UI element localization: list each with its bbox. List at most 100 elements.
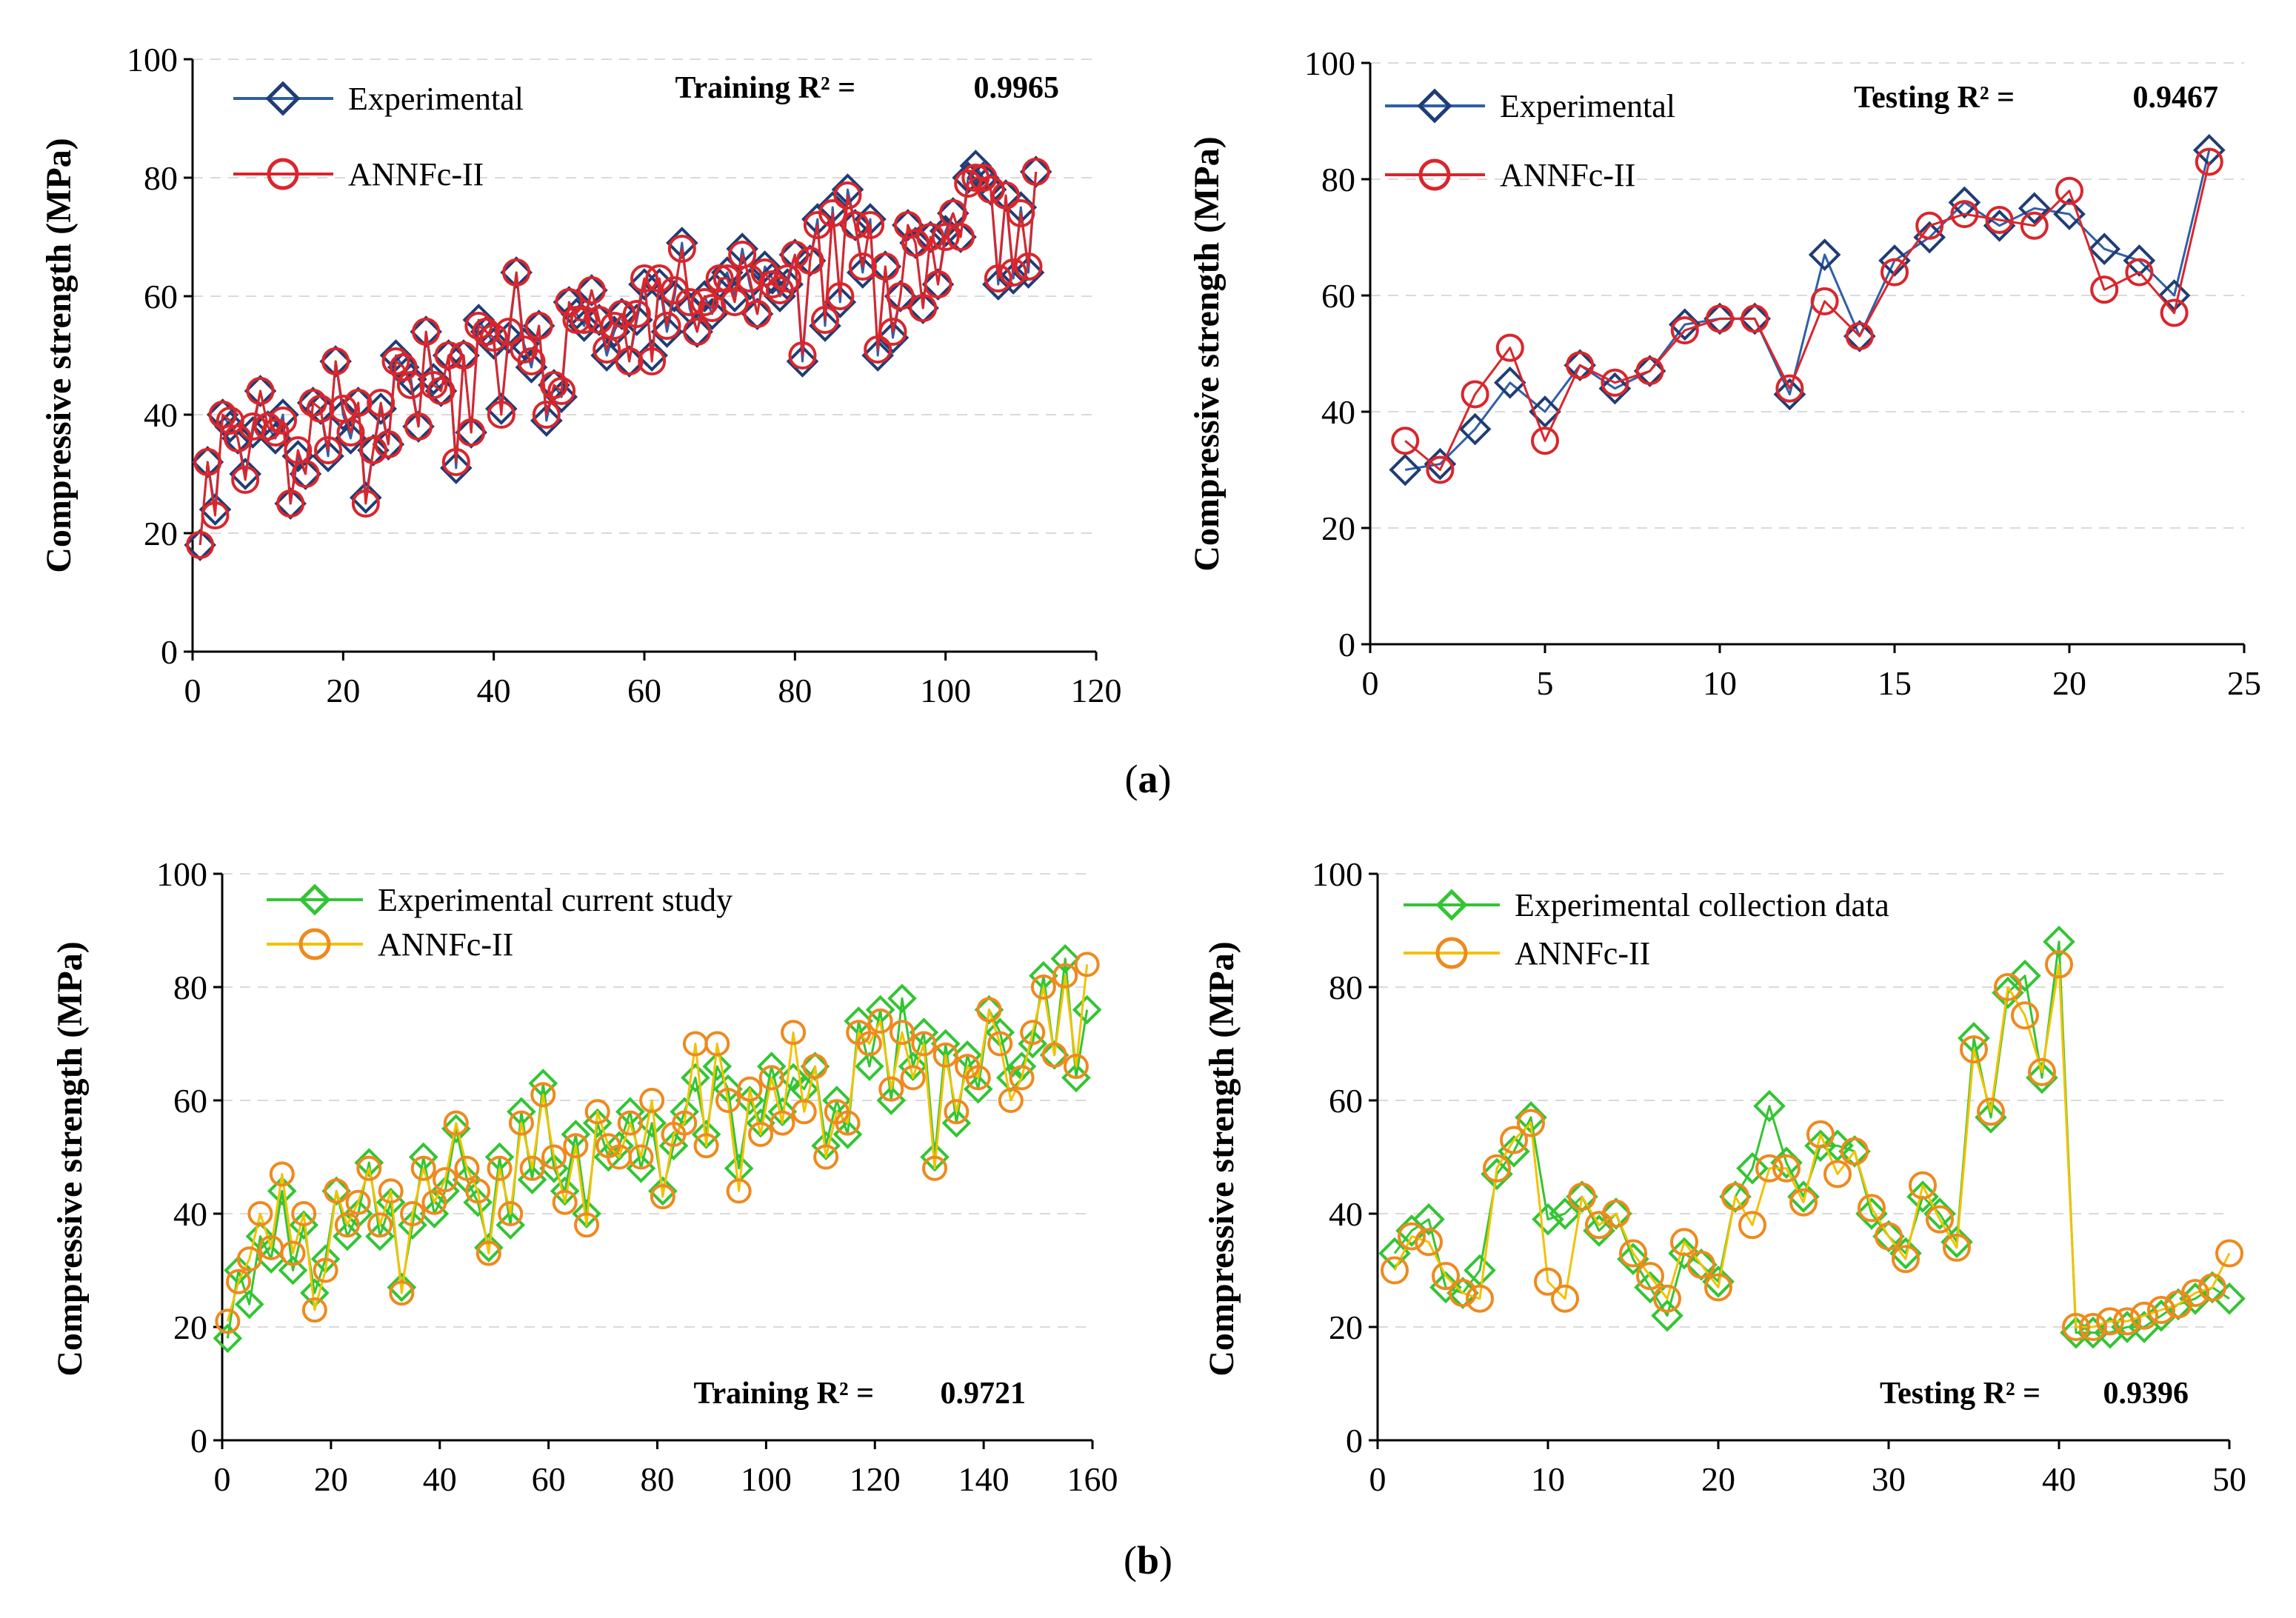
r2-label: Testing R² = (1854, 81, 2015, 115)
data-point-circle (992, 181, 1020, 210)
data-point-diamond (1736, 1151, 1769, 1185)
x-tick-label: 20 (314, 1460, 348, 1498)
data-point-circle (1636, 1262, 1664, 1291)
data-point-circle (345, 1189, 371, 1215)
data-point-circle (856, 1031, 882, 1057)
legend-circle-icon (267, 158, 299, 190)
data-point-circle (584, 1099, 610, 1125)
data-point-circle (650, 1184, 675, 1210)
data-point-circle (519, 1155, 545, 1181)
data-point-circle (848, 253, 877, 281)
data-point-circle (1915, 211, 1944, 240)
y-tick-label: 0 (190, 1422, 207, 1460)
x-tick-label: 0 (214, 1460, 231, 1498)
data-point-diamond (855, 1052, 884, 1081)
data-point-circle (811, 306, 839, 334)
data-point-circle (563, 1133, 589, 1159)
data-point-circle (1063, 1054, 1089, 1080)
y-axis-label: Compressive strength (MPa) (39, 138, 79, 572)
data-point-circle (705, 264, 734, 292)
data-point-diamond (746, 1108, 775, 1138)
data-point-diamond (274, 487, 307, 520)
data-point-circle (2113, 1307, 2141, 1336)
data-point-circle (1551, 1284, 1579, 1313)
y-tick-label: 60 (1329, 1082, 1363, 1120)
data-point-circle (947, 223, 975, 251)
data-point-diamond (681, 1063, 710, 1093)
data-point-circle (247, 1201, 273, 1226)
data-point-circle (1030, 975, 1056, 1000)
data-point-circle (410, 1155, 436, 1181)
data-point-diamond (887, 983, 917, 1014)
data-point-circle (351, 489, 380, 518)
data-point-circle (2011, 1001, 2039, 1030)
data-point-circle (215, 1308, 241, 1334)
r2-label: Testing R² = (1880, 1377, 2040, 1411)
data-point-circle (552, 1189, 578, 1215)
legend-label-annfc: ANNFc-II (348, 156, 484, 193)
data-point-circle (984, 264, 1012, 292)
y-tick-label: 40 (173, 1195, 207, 1233)
data-point-diamond (767, 1097, 798, 1127)
data-point-circle (932, 1042, 958, 1068)
data-point-circle (1892, 1245, 1920, 1274)
data-point-circle (1653, 1284, 1681, 1313)
x-tick-label: 140 (958, 1460, 1009, 1498)
data-point-diamond (1668, 308, 1701, 341)
legend-diamond-icon (1435, 889, 1468, 921)
r2-value: 0.9396 (2103, 1377, 2189, 1411)
data-point-circle (378, 1178, 404, 1204)
x-tick-label: 120 (850, 1460, 901, 1498)
data-point-circle (1449, 1279, 1477, 1308)
data-point-diamond (974, 994, 1004, 1025)
y-axis-label: Compressive strength (MPa) (50, 941, 90, 1376)
data-point-circle (922, 1155, 948, 1181)
data-point-circle (495, 318, 523, 346)
data-point-circle (667, 235, 696, 263)
legend-label-experimental: Experimental (348, 81, 524, 117)
data-point-circle (547, 377, 576, 405)
data-point-circle (791, 1099, 817, 1125)
data-point-circle (291, 460, 320, 488)
data-point-diamond (824, 286, 857, 318)
data-point-circle (253, 412, 282, 441)
data-point-circle (1381, 1256, 1409, 1285)
data-point-circle (639, 1088, 665, 1113)
data-point-circle (1943, 1233, 1971, 1262)
data-point-diamond (395, 363, 427, 395)
y-tick-label: 20 (1329, 1308, 1363, 1346)
data-point-circle (2198, 1273, 2226, 1302)
y-tick-label: 0 (161, 633, 178, 671)
legend-circle-icon (1435, 937, 1468, 969)
x-tick-label: 160 (1067, 1460, 1118, 1498)
data-point-diamond (650, 315, 684, 348)
data-point-diamond (884, 280, 917, 312)
x-tick-label: 15 (1878, 664, 1912, 702)
legend-label-experimental: Experimental (1500, 88, 1675, 124)
data-point-circle (683, 318, 712, 346)
plot-area: 0 20 40 60 80 100 0 10 20 30 40 50 (1312, 855, 2246, 1498)
data-point-circle (412, 318, 441, 346)
data-point-circle (2096, 1307, 2124, 1336)
data-point-diamond (553, 286, 586, 318)
data-point-circle (1014, 253, 1043, 281)
series-annfc (186, 158, 1050, 559)
data-point-circle (2020, 211, 2049, 240)
data-point-circle (617, 1110, 643, 1136)
series-line (1404, 161, 2211, 471)
data-point-diamond (635, 339, 668, 372)
data-point-circle (788, 341, 817, 370)
data-point-diamond (1424, 447, 1457, 481)
data-point-diamond (786, 345, 819, 378)
data-point-diamond (2018, 192, 2051, 225)
y-tick-label: 20 (1321, 509, 1355, 547)
data-point-diamond (1378, 1237, 1411, 1270)
data-point-circle (878, 1076, 904, 1102)
data-point-circle (577, 276, 606, 304)
y-tick-label: 80 (144, 159, 178, 197)
data-point-circle (1738, 1211, 1766, 1240)
data-point-diamond (959, 150, 992, 182)
data-point-circle (1789, 1188, 1818, 1217)
data-point-diamond (876, 321, 910, 354)
x-tick-label: 20 (1701, 1460, 1735, 1498)
